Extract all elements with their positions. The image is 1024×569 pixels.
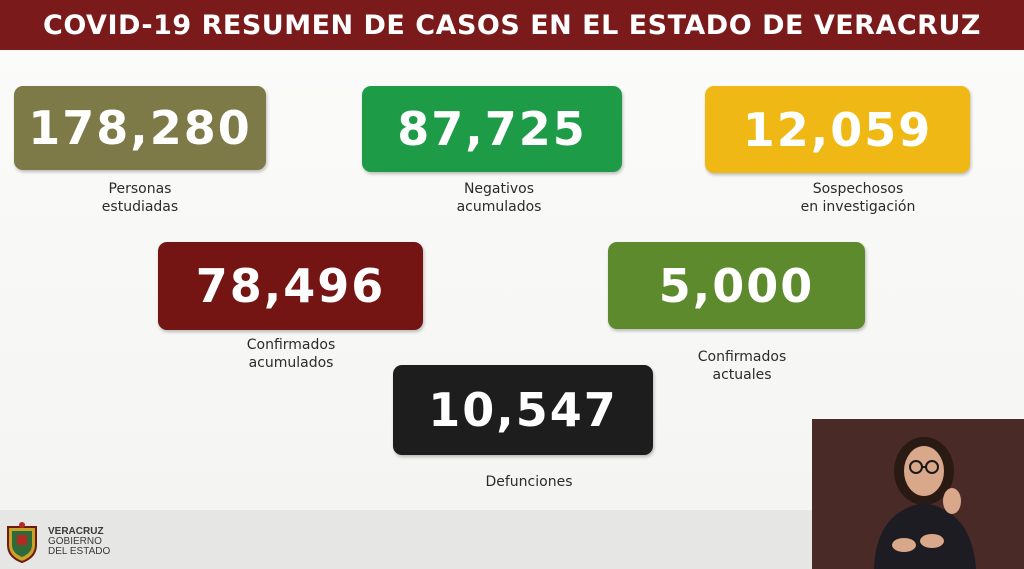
stat-label-line: acumulados	[248, 355, 334, 371]
logo-line: DEL ESTADO	[48, 546, 111, 557]
stat-label-line: Confirmados	[246, 337, 336, 353]
stat-label-line: en investigación	[800, 199, 916, 215]
stat-card-confirmados-actuales: 5,000	[608, 242, 865, 329]
stat-label-line: estudiadas	[101, 199, 179, 215]
stat-label: Confirmados acumulados	[191, 336, 391, 372]
page-title-bar: COVID-19 RESUMEN DE CASOS EN EL ESTADO D…	[0, 0, 1024, 50]
stat-label: Defunciones	[429, 473, 629, 491]
stat-label-line: Confirmados	[697, 349, 787, 365]
stat-label-line: Negativos	[463, 181, 535, 197]
stat-label-line: Defunciones	[485, 474, 573, 490]
page-title: COVID-19 RESUMEN DE CASOS EN EL ESTADO D…	[43, 9, 981, 41]
logo-line: GOBIERNO	[48, 536, 102, 547]
stat-label: Personas estudiadas	[40, 180, 240, 216]
stat-label: Sospechosos en investigación	[758, 180, 958, 216]
sign-language-video	[812, 419, 1024, 569]
government-logo: VERACRUZ GOBIERNO DEL ESTADO	[4, 521, 114, 565]
stat-card-personas-estudiadas: 178,280	[14, 86, 266, 170]
stat-label-line: Personas	[108, 181, 172, 197]
stat-card-negativos-acumulados: 87,725	[362, 86, 622, 172]
sign-language-interpreter-icon	[812, 419, 1024, 569]
stat-value: 87,725	[397, 102, 587, 156]
stat-value: 178,280	[28, 101, 252, 155]
stat-value: 5,000	[658, 258, 815, 313]
stat-card-defunciones: 10,547	[393, 365, 653, 455]
stat-label-line: actuales	[712, 367, 772, 383]
stat-label: Negativos acumulados	[399, 180, 599, 216]
logo-text: VERACRUZ GOBIERNO DEL ESTADO	[48, 527, 110, 557]
logo-line: VERACRUZ	[48, 526, 104, 537]
stat-card-confirmados-acumulados: 78,496	[158, 242, 423, 330]
stat-value: 78,496	[195, 259, 386, 313]
veracruz-shield-icon	[7, 522, 37, 563]
stat-value: 12,059	[742, 102, 933, 157]
stat-label-line: acumulados	[456, 199, 542, 215]
stat-label-line: Sospechosos	[812, 181, 904, 197]
stat-card-sospechosos: 12,059	[705, 86, 970, 173]
stat-label: Confirmados actuales	[642, 348, 842, 384]
stat-value: 10,547	[428, 383, 618, 437]
